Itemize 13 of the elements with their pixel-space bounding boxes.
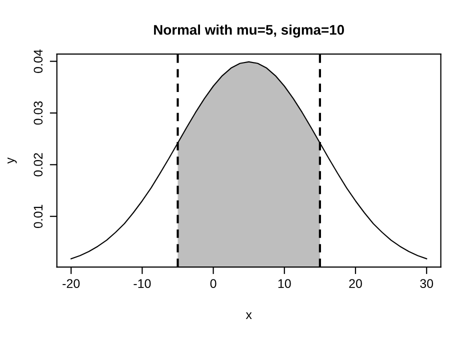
x-tick-label: 30 [420,279,434,288]
x-tick-label: 10 [278,279,291,288]
y-tick-label: 0.01 [34,204,43,228]
y-axis-title: y [8,157,17,164]
x-tick-label: -20 [62,279,80,288]
x-axis-title: x [246,312,252,319]
chart-title: Normal with mu=5, sigma=10 [154,24,344,38]
y-tick-label: 0.04 [34,50,43,73]
x-tick-label: -10 [134,279,151,288]
x-tick-label: 20 [349,279,362,288]
y-tick-label: 0.02 [34,153,43,176]
x-tick-label: 0 [210,279,216,288]
y-tick-label: 0.03 [34,101,43,125]
